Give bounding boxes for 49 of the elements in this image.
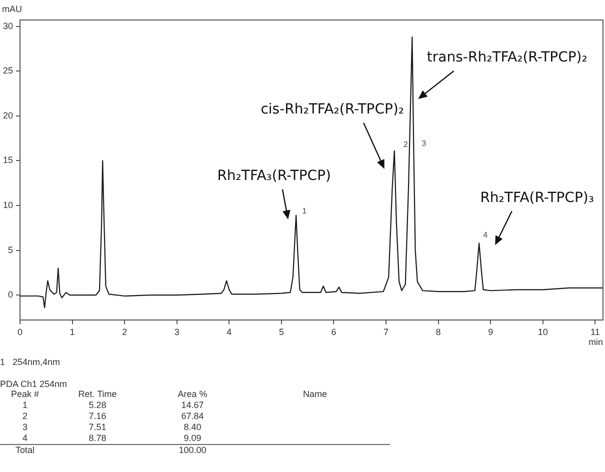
x-tick-label: 6 (331, 327, 336, 338)
y-tick-label: 10 (2, 200, 14, 210)
text: Peak # (10, 389, 40, 399)
annotation: Rh₂TFA₃(R-TPCP) (217, 168, 331, 184)
x-tick-label: 8 (436, 327, 441, 338)
annotation: 3 (422, 138, 427, 148)
annotation: trans-Rh₂TFA₂(R-TPCP)₂ (426, 50, 588, 66)
x-tick-label: 9 (488, 327, 494, 338)
text: 8.78 (88, 433, 106, 443)
text: 14.67 (181, 400, 204, 410)
text: PDA Ch1 254nm (0, 379, 68, 389)
x-tick-label: 7 (384, 327, 389, 338)
x-tick-label: 1 (70, 327, 75, 338)
text: 5.28 (88, 400, 106, 410)
text: 1 (22, 400, 28, 410)
x-tick-label: 11 (590, 327, 600, 338)
x-tick-label: 2 (122, 327, 128, 338)
x-tick-label: 4 (226, 327, 232, 338)
x-tick-label: 5 (278, 327, 284, 338)
text: 4 (22, 433, 28, 443)
annotation: 4 (483, 230, 488, 240)
text: 9.09 (184, 433, 202, 443)
text: 2 (22, 411, 28, 421)
y-tick-label: 5 (8, 244, 14, 255)
text: Total (15, 445, 34, 455)
y-tick-label: 20 (2, 110, 14, 120)
y-tick-label: 0 (8, 290, 14, 300)
x-tick-label: 10 (538, 327, 548, 338)
y-tick-label: 25 (2, 66, 14, 76)
annotation: Rh₂TFA(R-TPCP)₃ (480, 190, 594, 206)
x-axis-title: min (588, 337, 603, 348)
text: Ret. Time (78, 389, 117, 399)
text: 8.40 (184, 422, 202, 432)
x-tick-label: 3 (174, 327, 180, 338)
annotation: 2 (403, 140, 408, 150)
text: 67.84 (181, 411, 204, 421)
annotation: cis-Rh₂TFA₂(R-TPCP)₂ (260, 101, 404, 118)
text: 7.16 (88, 411, 106, 421)
y-tick-label: 15 (2, 155, 14, 166)
text: 7.51 (88, 422, 106, 432)
text: 3 (22, 422, 28, 432)
text: Area % (178, 389, 208, 399)
x-tick-label: 0 (18, 327, 23, 338)
text: 1 254nm,4nm (0, 357, 60, 367)
annotation: 1 (302, 206, 308, 216)
y-tick-label: 30 (2, 20, 14, 31)
text: 100.00 (178, 445, 206, 455)
y-axis-title: mAU (2, 4, 22, 14)
text: Name (302, 389, 327, 399)
